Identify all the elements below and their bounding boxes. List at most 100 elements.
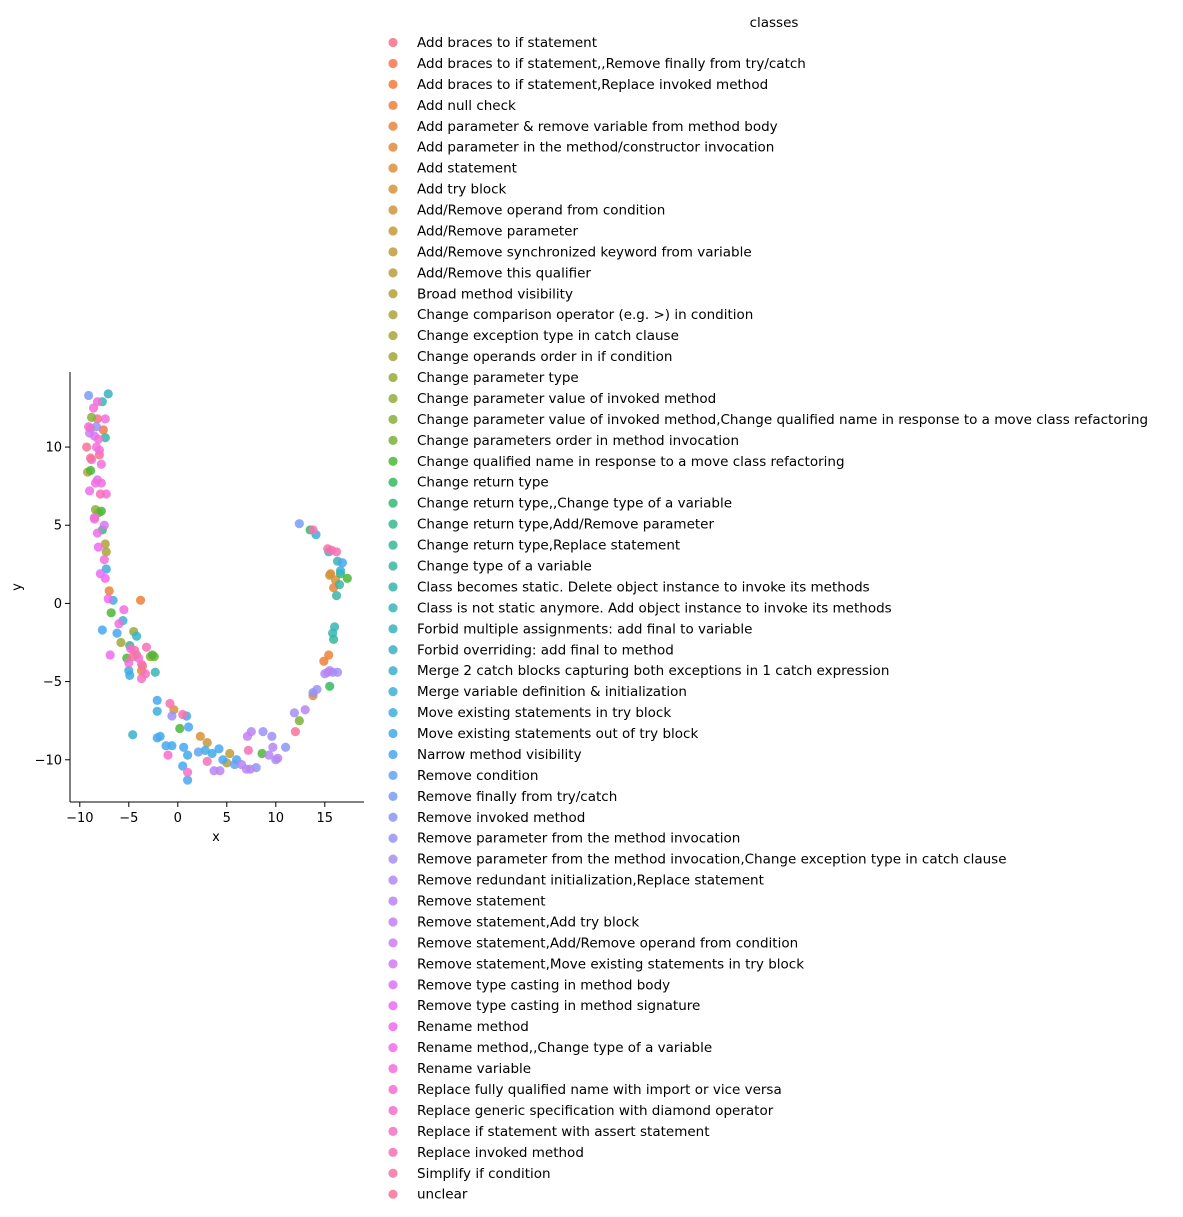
legend-marker — [388, 184, 398, 194]
legend-marker — [388, 1001, 398, 1011]
scatter-point — [178, 709, 188, 720]
x-tick-label: 5 — [223, 811, 231, 826]
legend-label: Class becomes static. Delete object inst… — [417, 579, 870, 595]
scatter-point — [267, 731, 277, 741]
legend-marker — [388, 58, 398, 69]
legend-marker — [388, 582, 398, 592]
x-axis-label: x — [212, 830, 220, 845]
scatter-point — [342, 573, 352, 584]
scatter-point — [195, 731, 205, 741]
scatter-point — [136, 673, 147, 684]
legend-label: Merge 2 catch blocks capturing both exce… — [417, 663, 889, 679]
legend-label: Forbid overriding: add final to method — [417, 642, 674, 658]
legend-label: Merge variable definition & initializati… — [417, 684, 687, 700]
legend-items: Add braces to if statement Add braces to … — [388, 35, 1148, 1203]
scatter-point — [242, 731, 252, 741]
scatter-point — [335, 565, 346, 576]
scatter-point — [84, 422, 94, 432]
legend-marker — [388, 456, 398, 466]
legend-marker — [388, 812, 398, 822]
scatter-point — [92, 528, 103, 538]
scatter-point — [94, 445, 104, 455]
y-tick-label: 5 — [54, 519, 62, 534]
legend-label: Remove condition — [417, 768, 539, 784]
legend-label: Rename variable — [417, 1061, 531, 1077]
scatter-point — [100, 573, 110, 584]
scatter-point — [193, 747, 203, 757]
legend-marker — [388, 393, 398, 404]
legend-label: Add parameter in the method/constructor … — [417, 140, 774, 156]
legend-marker — [388, 749, 398, 760]
scatter-point — [202, 756, 212, 766]
y-axis-label: y — [10, 583, 25, 591]
scatter-point — [89, 512, 100, 523]
legend-label: Remove statement,Move existing statement… — [417, 956, 804, 972]
legend-label: Change qualified name in response to a m… — [417, 454, 845, 470]
scatter-point — [152, 706, 162, 716]
x-tick-label: 15 — [317, 811, 334, 826]
legend-label: Replace if statement with assert stateme… — [417, 1124, 710, 1140]
legend-label: Move existing statements out of try bloc… — [417, 726, 698, 742]
legend-marker — [388, 666, 398, 676]
scatter-point — [100, 433, 110, 443]
legend-label: Add statement — [417, 161, 517, 177]
scatter-point — [100, 414, 110, 424]
scatter-point — [100, 539, 110, 549]
legend-label: Remove finally from try/catch — [417, 789, 617, 805]
legend-marker — [388, 917, 398, 927]
legend-label: unclear — [417, 1187, 468, 1203]
legend-label: Change exception type in catch clause — [417, 328, 679, 344]
legend-marker — [388, 1063, 398, 1074]
scatter-point — [300, 705, 310, 715]
scatter-point — [98, 425, 108, 435]
legend-marker — [388, 1126, 398, 1136]
legend-marker — [388, 372, 398, 383]
legend-marker — [388, 707, 398, 718]
scatter-point — [86, 412, 97, 422]
legend-label: Change parameter type — [417, 370, 579, 386]
scatter-point — [128, 730, 138, 740]
scatter-point — [243, 745, 253, 756]
scatter-point — [114, 619, 124, 629]
legend-marker — [388, 352, 398, 362]
legend-marker — [388, 770, 398, 781]
scatter-point — [290, 727, 300, 737]
legend-label: Remove invoked method — [417, 810, 585, 826]
legend-marker — [388, 854, 398, 864]
scatter-point — [161, 741, 171, 751]
legend-label: Add null check — [417, 98, 516, 114]
legend-label: Remove statement — [417, 894, 546, 910]
scatter-point — [325, 681, 335, 691]
scatter-point — [207, 748, 217, 759]
scatter-point — [96, 506, 106, 516]
legend-marker — [388, 100, 398, 110]
legend-marker — [388, 1043, 398, 1053]
scatter-point — [281, 742, 291, 752]
legend-label: Add parameter & remove variable from met… — [417, 119, 778, 135]
scatter-point — [183, 775, 193, 785]
legend-marker — [388, 938, 398, 948]
scatter-point — [84, 390, 94, 401]
scatter-point — [106, 608, 116, 618]
legend-marker — [388, 37, 398, 48]
scatter-point — [93, 542, 104, 552]
scatter-point — [147, 650, 157, 660]
legend-label: Move existing statements in try block — [417, 705, 671, 721]
x-ticks: −10 −5 0 5 10 15 — [66, 802, 333, 826]
scatter-point — [85, 453, 96, 463]
scatter-point — [334, 580, 345, 590]
legend-marker — [388, 959, 398, 969]
x-tick-label: −10 — [66, 811, 93, 826]
legend-marker — [388, 79, 398, 89]
legend-label: Remove parameter from the method invocat… — [417, 852, 1007, 868]
scatter-point — [236, 759, 247, 770]
legend-marker — [388, 875, 398, 885]
legend-marker — [388, 498, 398, 508]
legend-marker — [388, 519, 398, 529]
scatter-point — [103, 594, 113, 604]
scatter-point — [200, 745, 210, 756]
scatter-point — [141, 642, 152, 652]
legend-label: Remove type casting in method signature — [417, 998, 700, 1014]
